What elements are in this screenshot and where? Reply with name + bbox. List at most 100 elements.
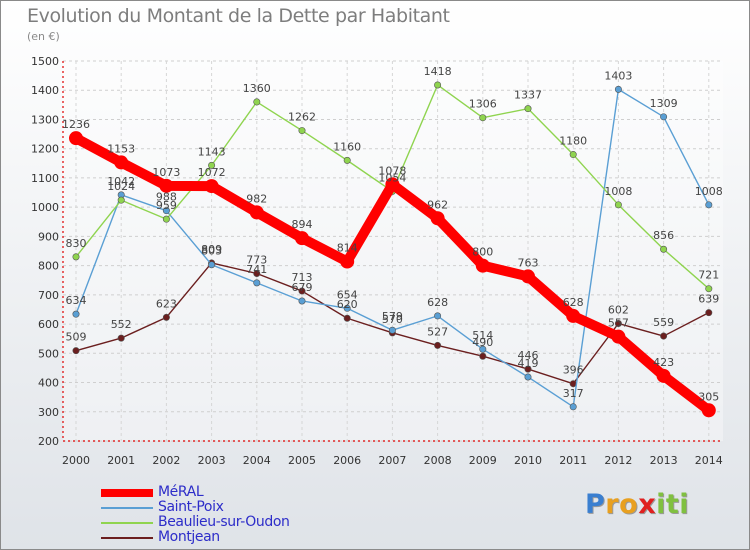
y-tick-label: 1300 (31, 113, 59, 126)
y-tick-label: 200 (38, 435, 59, 448)
data-label: 741 (246, 263, 267, 276)
chart-subtitle: (en €) (27, 30, 60, 43)
logo-letter: P (585, 489, 606, 520)
data-label: 1160 (333, 140, 361, 153)
x-tick-label: 2009 (469, 454, 497, 467)
data-point (614, 319, 622, 327)
legend-label: Montjean (158, 529, 220, 545)
data-point (434, 81, 442, 89)
data-point (705, 309, 713, 317)
logo-letter: r (605, 489, 620, 520)
chart-title: Evolution du Montant de la Dette par Hab… (27, 5, 450, 27)
legend-label: Beaulieu-sur-Oudon (158, 514, 290, 530)
data-point (343, 314, 351, 322)
data-label: 1309 (650, 97, 678, 110)
legend-label: Saint-Poix (158, 499, 224, 515)
data-point (298, 127, 306, 135)
data-label: 988 (156, 191, 177, 204)
data-label: 800 (472, 246, 493, 259)
data-point (614, 201, 622, 209)
data-point (660, 332, 668, 340)
data-point (253, 270, 261, 278)
data-label: 1153 (107, 142, 135, 155)
data-point (162, 207, 170, 215)
data-label: 446 (518, 349, 539, 362)
data-label: 1236 (62, 118, 90, 131)
data-point (660, 245, 668, 253)
x-tick-label: 2005 (288, 454, 316, 467)
data-label: 1054 (378, 171, 406, 184)
data-label: 602 (608, 303, 629, 316)
data-point (253, 98, 261, 106)
data-point (343, 156, 351, 164)
data-point (566, 308, 581, 323)
data-label: 1403 (604, 69, 632, 82)
legend-swatch (101, 522, 153, 524)
data-point (117, 334, 125, 342)
data-point (569, 403, 577, 411)
data-label: 763 (518, 256, 539, 269)
y-tick-label: 400 (38, 377, 59, 390)
data-label: 490 (472, 336, 493, 349)
data-label: 1024 (107, 180, 135, 193)
data-point (72, 310, 80, 318)
data-label: 982 (246, 192, 267, 205)
y-tick-label: 700 (38, 289, 59, 302)
x-tick-label: 2002 (152, 454, 180, 467)
x-tick-label: 2012 (604, 454, 632, 467)
legend-swatch (101, 489, 153, 497)
data-label: 639 (698, 293, 719, 306)
data-label: 1360 (243, 82, 271, 95)
data-point (660, 113, 668, 121)
data-point (475, 258, 490, 273)
data-label: 305 (698, 390, 719, 403)
data-label: 514 (472, 329, 493, 342)
x-tick-label: 2007 (378, 454, 406, 467)
data-point (208, 261, 216, 269)
data-point (343, 304, 351, 312)
logo-letter: i (656, 489, 666, 520)
data-label: 856 (653, 229, 674, 242)
data-label: 679 (292, 281, 313, 294)
x-tick-label: 2001 (107, 454, 135, 467)
data-point (705, 285, 713, 293)
y-tick-label: 500 (38, 347, 59, 360)
data-label: 1180 (559, 135, 587, 148)
data-label: 1418 (424, 65, 452, 78)
data-point (204, 179, 219, 194)
x-tick-label: 2003 (198, 454, 226, 467)
legend-swatch (101, 537, 153, 539)
data-label: 809 (201, 243, 222, 256)
data-point (705, 201, 713, 209)
data-label: 654 (337, 288, 358, 301)
data-label: 830 (66, 237, 87, 250)
data-point (295, 231, 309, 246)
data-point (479, 345, 487, 353)
data-point (162, 215, 170, 223)
legend-label: MéRAL (158, 484, 204, 500)
data-label: 557 (608, 317, 629, 330)
data-point (249, 205, 264, 220)
data-point (72, 253, 80, 261)
x-tick-label: 2000 (62, 454, 90, 467)
data-point (69, 131, 83, 146)
data-label: 773 (246, 254, 267, 267)
data-label: 1143 (198, 145, 226, 158)
data-label: 509 (66, 331, 87, 344)
data-label: 579 (382, 310, 403, 323)
data-point (524, 373, 532, 381)
data-label: 894 (292, 218, 313, 231)
logo-letter: x (638, 489, 657, 520)
plot-area (63, 61, 723, 441)
data-point (159, 178, 174, 193)
data-point (253, 279, 261, 287)
data-point (162, 313, 170, 321)
data-point (340, 254, 355, 269)
data-label: 317 (563, 387, 584, 400)
data-label: 396 (563, 364, 584, 377)
y-tick-label: 1000 (31, 201, 59, 214)
data-point (298, 287, 306, 295)
data-label: 423 (653, 356, 674, 369)
data-label: 1008 (604, 185, 632, 198)
